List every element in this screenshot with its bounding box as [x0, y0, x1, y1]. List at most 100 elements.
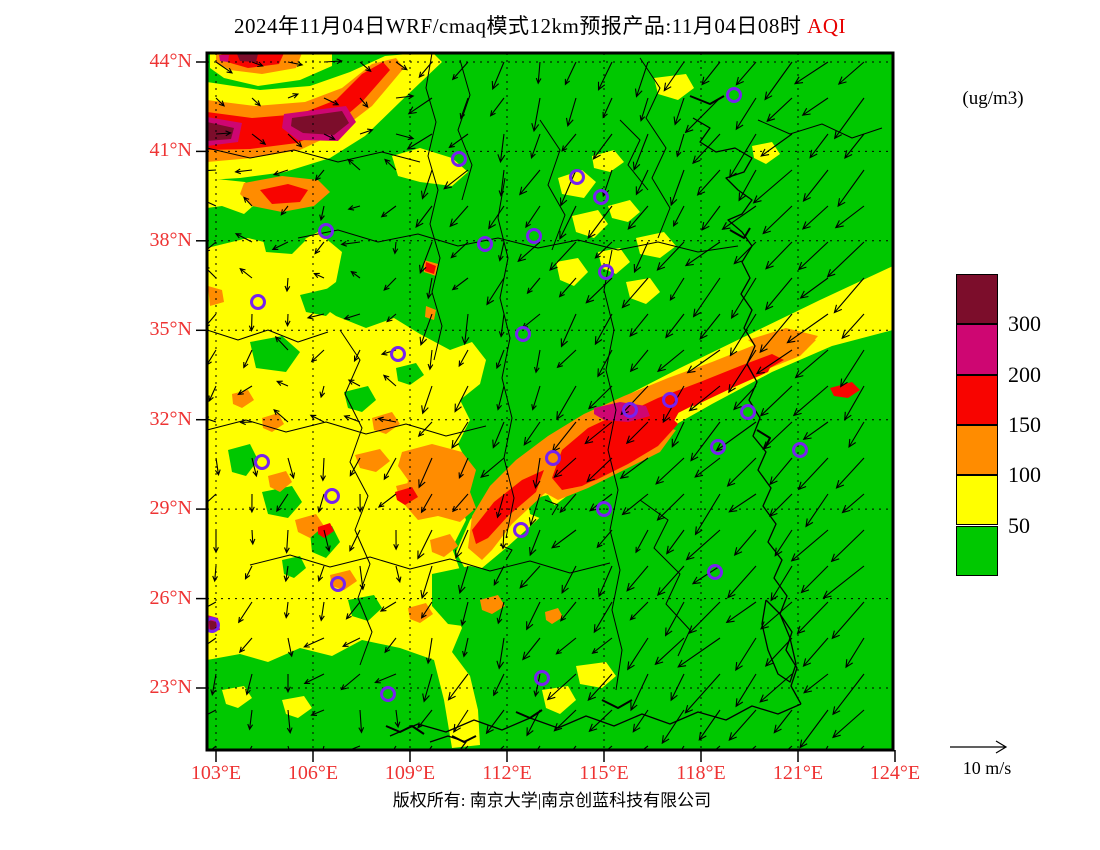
wind-arrow — [762, 205, 793, 235]
station-marker — [598, 264, 614, 280]
wind-arrow — [450, 241, 469, 259]
wind-arrow — [353, 349, 361, 363]
wind-arrow — [764, 637, 793, 667]
contour-region-orange — [232, 390, 254, 408]
wind-arrow — [559, 169, 577, 207]
lat-label: 35°N — [149, 318, 192, 341]
contour-region-maroon — [237, 54, 258, 62]
wind-arrow — [661, 709, 685, 745]
wind-arrow — [656, 493, 685, 521]
wind-arrow — [587, 673, 613, 702]
wind-arrow — [797, 457, 829, 491]
wind-arrow — [395, 61, 408, 71]
wind-arrow — [656, 241, 685, 271]
wind-arrow — [458, 565, 469, 595]
wind-arrow — [802, 421, 829, 441]
wind-arrow — [531, 385, 541, 411]
wind-arrow — [584, 421, 613, 445]
wind-arrow — [349, 529, 361, 552]
boundary-line — [761, 599, 797, 683]
wind-arrow — [208, 385, 217, 403]
wind-arrow — [558, 277, 577, 298]
wind-arrow — [238, 637, 253, 654]
contour-region-orange — [480, 595, 505, 614]
lon-label: 103°E — [190, 762, 242, 784]
wind-arrow — [407, 97, 433, 115]
wind-arrow — [564, 61, 577, 86]
lat-label: 23°N — [149, 676, 192, 698]
contour-region-green — [228, 444, 258, 476]
wind-arrow — [561, 565, 577, 595]
wind-arrow — [320, 457, 326, 482]
station-marker — [569, 169, 585, 185]
wind-arrow — [627, 637, 649, 671]
wind-arrow — [323, 133, 336, 140]
wind-arrow — [764, 277, 793, 311]
wind-arrow — [533, 673, 541, 698]
wind-arrow — [755, 349, 793, 375]
contour-region-green — [250, 336, 300, 372]
wind-arrow — [802, 169, 829, 202]
wind-arrow — [559, 205, 577, 240]
wind-arrow — [306, 313, 325, 320]
legend-swatch-red — [956, 374, 998, 425]
legend-value: 100 — [1008, 462, 1041, 488]
wind-arrow — [694, 493, 721, 536]
wind-arrow — [671, 421, 685, 448]
wind-arrow — [239, 419, 253, 426]
contour-region-green — [210, 210, 238, 242]
contour-region-yellow — [282, 696, 312, 718]
station-marker — [792, 442, 808, 458]
wind-arrow — [286, 709, 293, 735]
wind-arrow — [384, 158, 397, 171]
wind-arrow — [317, 565, 325, 582]
wind-arrow — [597, 61, 613, 91]
wind-arrow — [764, 61, 793, 101]
wind-arrow — [831, 601, 865, 640]
wind-arrow — [383, 277, 397, 291]
wind-arrow — [629, 313, 649, 338]
wind-arrow — [597, 349, 613, 378]
station-marker — [710, 439, 726, 455]
wind-arrow — [314, 169, 325, 182]
contour-region-red — [830, 382, 860, 398]
wind-arrow — [657, 349, 685, 373]
station-marker — [254, 454, 270, 470]
wind-arrow — [526, 277, 541, 295]
wind-arrow — [234, 168, 253, 175]
wind-arrow — [727, 565, 757, 599]
wind-arrow — [238, 601, 253, 624]
boundary-line — [207, 329, 329, 343]
wind-arrow — [655, 457, 685, 485]
wind-arrow — [207, 601, 217, 608]
wind-arrow — [733, 385, 757, 411]
wind-arrow — [323, 529, 331, 553]
wind-arrow — [443, 169, 469, 190]
wind-arrow — [774, 529, 793, 557]
boundary-line — [297, 229, 739, 253]
wind-arrow — [830, 529, 865, 563]
wind-arrow — [735, 61, 757, 86]
lat-label: 32°N — [149, 407, 192, 430]
wind-arrow — [621, 277, 649, 309]
wind-arrow — [553, 457, 577, 479]
wind-arrow — [690, 421, 721, 462]
wind-arrow — [272, 169, 289, 176]
wind-arrow — [701, 61, 721, 86]
boundary-line — [757, 119, 883, 139]
map-border — [205, 51, 895, 752]
wind-arrow — [287, 637, 294, 658]
contour-region-yellow — [598, 248, 630, 274]
wind-arrow — [698, 709, 721, 741]
legend-value: 300 — [1008, 311, 1041, 337]
wind-arrow — [454, 385, 469, 413]
wind-arrow — [303, 673, 325, 684]
wind-arrow — [319, 205, 325, 222]
wind-arrow — [701, 205, 721, 231]
wind-arrow — [796, 601, 829, 635]
wind-arrow — [317, 493, 325, 514]
wind-arrow — [303, 637, 325, 648]
wind-arrow — [625, 421, 649, 445]
wind-arrow — [669, 169, 685, 207]
